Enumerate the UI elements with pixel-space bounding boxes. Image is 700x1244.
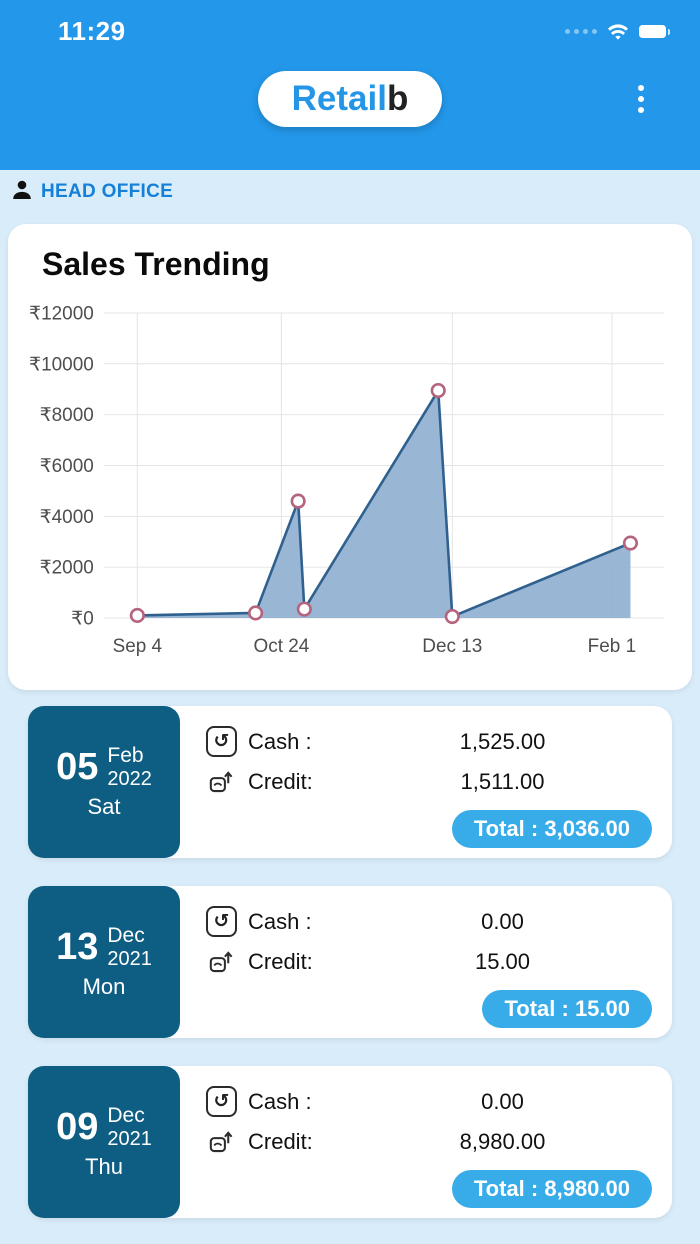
battery-icon bbox=[639, 25, 670, 38]
cash-label: Cash : bbox=[248, 908, 312, 934]
credit-icon bbox=[206, 946, 237, 977]
total-label: Total : bbox=[473, 815, 539, 841]
credit-label: Credit: bbox=[248, 1128, 313, 1154]
day-summary-card[interactable]: 05 Feb 2022 Sat ↺ Cash : 1,525.00 Credit… bbox=[28, 705, 672, 858]
status-time: 11:29 bbox=[58, 16, 126, 46]
svg-text:₹4000: ₹4000 bbox=[40, 507, 94, 528]
credit-label: Credit: bbox=[248, 948, 313, 974]
person-icon bbox=[10, 178, 34, 207]
day-amounts: ↺ Cash : 0.00 Credit: 15.00 Total : 15.0… bbox=[180, 886, 672, 1038]
cash-icon: ↺ bbox=[206, 726, 237, 758]
kebab-menu-button[interactable] bbox=[634, 81, 648, 117]
date-block: 09 Dec 2021 Thu bbox=[28, 1065, 180, 1218]
cash-row: ↺ Cash : 0.00 bbox=[206, 1082, 652, 1122]
total-label: Total : bbox=[504, 995, 569, 1021]
total-value: 3,036.00 bbox=[544, 815, 630, 841]
credit-row: Credit: 15.00 bbox=[206, 942, 652, 982]
app-logo: Retailb bbox=[257, 71, 443, 127]
svg-text:₹2000: ₹2000 bbox=[40, 558, 94, 579]
credit-value: 8,980.00 bbox=[459, 1128, 546, 1154]
day-summary-card[interactable]: 09 Dec 2021 Thu ↺ Cash : 0.00 Credit: 8,… bbox=[28, 1065, 672, 1218]
date-block: 05 Feb 2022 Sat bbox=[28, 705, 180, 858]
cash-row: ↺ Cash : 1,525.00 bbox=[206, 722, 652, 762]
credit-value: 15.00 bbox=[474, 948, 531, 974]
total-badge: Total : 15.00 bbox=[482, 989, 652, 1028]
cash-row: ↺ Cash : 0.00 bbox=[206, 902, 652, 942]
office-selector[interactable]: HEAD OFFICE bbox=[0, 170, 700, 214]
svg-text:₹0: ₹0 bbox=[71, 609, 94, 630]
status-bar: 11:29 bbox=[0, 0, 700, 47]
sales-trending-card: Sales Trending ₹12000 ₹10000 ₹8000 ₹6000 ₹40… bbox=[8, 224, 692, 690]
date-month: Dec bbox=[107, 1103, 145, 1127]
date-weekday: Sat bbox=[87, 793, 121, 819]
svg-text:₹8000: ₹8000 bbox=[40, 405, 94, 426]
svg-text:₹10000: ₹10000 bbox=[29, 354, 94, 375]
date-block: 13 Dec 2021 Mon bbox=[28, 885, 180, 1038]
total-value: 8,980.00 bbox=[544, 1175, 630, 1201]
cash-value: 1,525.00 bbox=[459, 728, 546, 754]
wifi-icon bbox=[606, 23, 630, 41]
credit-row: Credit: 8,980.00 bbox=[206, 1122, 652, 1162]
credit-icon bbox=[206, 1126, 237, 1157]
date-day: 09 bbox=[56, 1105, 99, 1148]
credit-label: Credit: bbox=[248, 768, 313, 794]
svg-text:Sep 4: Sep 4 bbox=[113, 636, 162, 657]
cash-label: Cash : bbox=[248, 1088, 312, 1114]
date-weekday: Mon bbox=[82, 973, 126, 999]
svg-text:Feb 1: Feb 1 bbox=[588, 636, 636, 657]
svg-text:Oct 24: Oct 24 bbox=[254, 636, 310, 657]
sales-title: Sales Trending bbox=[42, 246, 270, 282]
day-amounts: ↺ Cash : 0.00 Credit: 8,980.00 Total : 8… bbox=[180, 1066, 672, 1218]
date-year: 2021 bbox=[107, 1127, 152, 1150]
sales-chart[interactable]: ₹12000 ₹10000 ₹8000 ₹6000 ₹4000 ₹2000 ₹0 Sep 4 O… bbox=[16, 297, 684, 676]
date-month: Dec bbox=[107, 923, 145, 947]
date-day: 05 bbox=[56, 745, 99, 788]
date-weekday: Thu bbox=[85, 1153, 123, 1179]
app-header: 11:29 Retailb bbox=[0, 0, 700, 170]
cash-label: Cash : bbox=[248, 728, 312, 754]
app-logo-text: Retail bbox=[291, 79, 387, 118]
total-badge: Total : 8,980.00 bbox=[451, 1169, 652, 1208]
cash-value: 0.00 bbox=[481, 1088, 524, 1114]
logo-row: Retailb bbox=[0, 71, 700, 127]
svg-text:Dec 13: Dec 13 bbox=[422, 636, 482, 657]
total-badge: Total : 3,036.00 bbox=[451, 809, 652, 848]
status-icons bbox=[565, 23, 670, 41]
total-label: Total : bbox=[473, 1175, 539, 1201]
credit-row: Credit: 1,511.00 bbox=[206, 762, 652, 802]
cash-icon: ↺ bbox=[206, 1086, 237, 1118]
svg-text:₹12000: ₹12000 bbox=[29, 303, 94, 324]
office-label: HEAD OFFICE bbox=[41, 181, 174, 202]
date-day: 13 bbox=[56, 925, 99, 968]
day-summary-card[interactable]: 13 Dec 2021 Mon ↺ Cash : 0.00 Credit: 15… bbox=[28, 885, 672, 1038]
cellular-signal-icon bbox=[565, 29, 597, 34]
total-value: 15.00 bbox=[574, 995, 630, 1021]
app-logo-suffix: b bbox=[386, 79, 409, 118]
credit-value: 1,511.00 bbox=[460, 768, 545, 794]
cash-icon: ↺ bbox=[206, 906, 237, 938]
credit-icon bbox=[206, 766, 237, 797]
date-year: 2021 bbox=[107, 947, 152, 970]
day-amounts: ↺ Cash : 1,525.00 Credit: 1,511.00 Total… bbox=[180, 706, 672, 858]
cash-value: 0.00 bbox=[481, 908, 524, 934]
date-year: 2022 bbox=[107, 767, 152, 790]
date-month: Feb bbox=[107, 743, 144, 767]
svg-text:₹6000: ₹6000 bbox=[40, 456, 94, 477]
